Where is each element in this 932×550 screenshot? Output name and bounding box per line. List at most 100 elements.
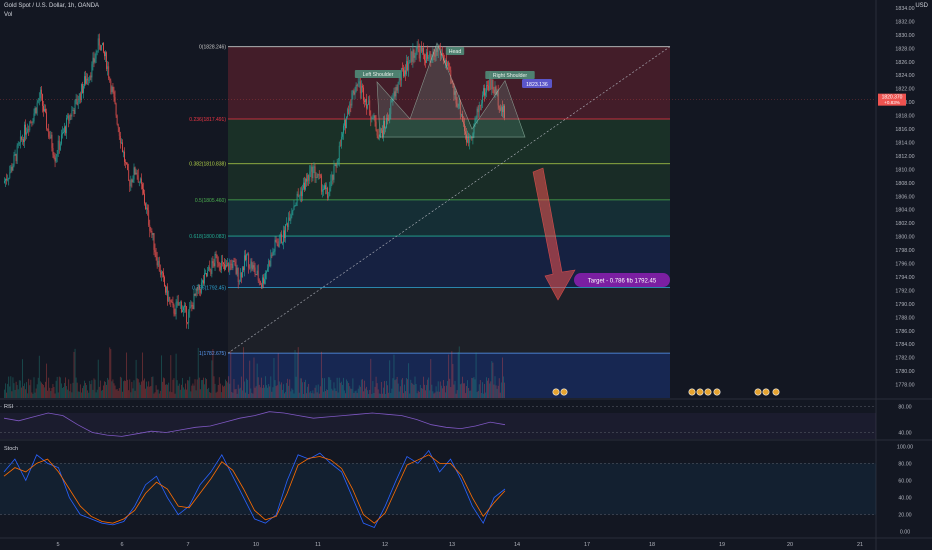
candle	[22, 139, 23, 141]
volume-bar	[496, 388, 498, 398]
candle	[223, 262, 224, 264]
volume-bar	[157, 389, 159, 398]
volume-bar	[262, 388, 263, 398]
volume-bar	[431, 384, 433, 398]
candle	[436, 48, 438, 52]
candle	[375, 121, 377, 131]
price-tick: 1790.00	[895, 302, 914, 308]
price-tick: 1810.00	[895, 167, 914, 173]
volume-bar	[273, 358, 275, 398]
volume-bar	[202, 380, 203, 398]
candle	[171, 302, 173, 303]
volume-bar	[369, 389, 371, 398]
volume-bar	[43, 384, 44, 398]
volume-bar	[418, 392, 420, 398]
candle	[130, 179, 132, 187]
candle	[491, 80, 493, 90]
volume-bar	[70, 383, 72, 398]
candle	[27, 129, 29, 133]
volume-bar	[235, 388, 237, 398]
candle	[204, 273, 205, 284]
candle	[415, 50, 417, 56]
candle	[35, 107, 37, 114]
stoch-tick: 20.00	[898, 513, 911, 519]
volume-bar	[405, 391, 406, 398]
candle	[405, 70, 406, 75]
volume-bar	[322, 378, 323, 398]
candle	[502, 107, 503, 112]
stoch-pane[interactable]: Stoch 100.00 80.00 60.00 40.00 20.00 0.00	[0, 444, 913, 536]
time-tick: 6	[120, 542, 123, 548]
volume-bar	[148, 381, 150, 398]
time-axis[interactable]: 5 6 7 10 11 12 13 14 17 18 19 20 21	[56, 542, 863, 548]
candle	[219, 266, 221, 270]
candle	[477, 108, 479, 113]
candle	[75, 98, 77, 101]
candle	[210, 269, 212, 274]
fib-label-0.618: 0.618(1800.083)	[189, 234, 226, 240]
candle	[442, 53, 443, 56]
candle	[49, 136, 51, 139]
volume-bar	[305, 379, 306, 398]
volume-bar	[49, 387, 51, 398]
candle	[217, 261, 219, 264]
candle	[193, 294, 195, 310]
volume-bar	[231, 392, 233, 398]
volume-bar	[110, 349, 112, 398]
candle	[333, 165, 335, 180]
candle	[198, 284, 200, 291]
volume-bar	[336, 377, 338, 398]
volume-bar	[185, 383, 186, 398]
volume-bar	[351, 388, 353, 398]
candle	[486, 85, 487, 93]
rsi-title: RSI	[4, 404, 14, 410]
volume-bar	[20, 387, 22, 398]
volume-bar	[207, 389, 209, 398]
price-axis[interactable]: 1834.00 1832.00 1830.00 1828.00 1826.00 1824.…	[878, 6, 915, 389]
rsi-pane[interactable]: RSI 80.00 40.00	[0, 404, 912, 439]
volume-bar	[422, 388, 423, 398]
stoch-tick: 0.00	[900, 530, 910, 536]
candle	[325, 185, 326, 189]
volume-bar	[95, 392, 97, 398]
fib-zone-1	[228, 119, 670, 164]
candle	[266, 271, 267, 273]
candle	[392, 98, 394, 100]
head-and-shoulders-pattern[interactable]: Left Shoulder Head Right Shoulder 1823.136 T…	[354, 42, 780, 396]
volume-bar	[51, 388, 53, 398]
volume-bar	[204, 384, 205, 398]
price-tick: 1782.00	[895, 356, 914, 362]
candle	[391, 99, 393, 102]
volume-bar	[63, 386, 64, 398]
volume-bar	[315, 385, 317, 398]
candle	[351, 93, 353, 106]
candle	[403, 68, 404, 77]
candle	[456, 103, 458, 107]
volume-bar	[36, 384, 38, 398]
volume-bar	[175, 353, 177, 398]
volume-bar	[244, 381, 245, 398]
volume-bar	[179, 389, 181, 398]
price-tick: 1814.00	[895, 140, 914, 146]
volume-bar	[337, 392, 339, 398]
volume-bar	[57, 392, 59, 398]
candle	[94, 58, 96, 63]
volume-bar	[114, 385, 116, 398]
volume-bar	[64, 383, 65, 398]
candle	[11, 166, 13, 171]
candle	[414, 55, 416, 58]
candle	[339, 145, 341, 147]
volume-bar	[429, 390, 431, 398]
candle	[143, 189, 144, 194]
candle	[423, 48, 424, 55]
volume-bar	[377, 389, 379, 398]
candle	[30, 121, 32, 123]
volume-bar	[438, 391, 440, 398]
price-tick: 1830.00	[895, 33, 914, 39]
volume-bar	[476, 392, 478, 398]
volume-bar	[428, 377, 430, 398]
volume-bar	[316, 392, 318, 398]
volume-bar	[280, 382, 282, 398]
